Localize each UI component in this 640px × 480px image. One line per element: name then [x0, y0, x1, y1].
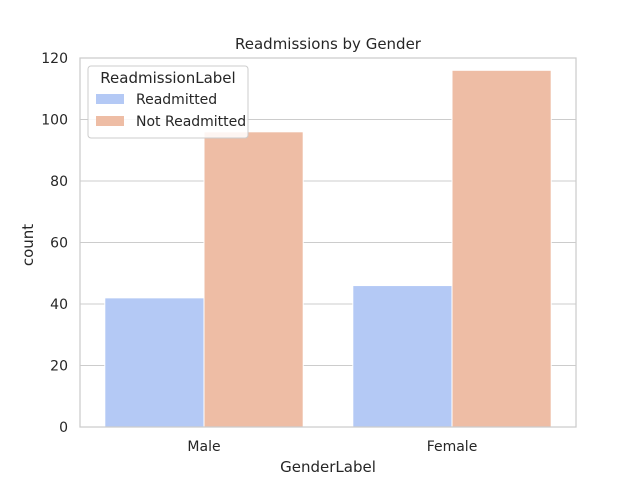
y-tick-labels: 0 20 40 60 80 100 120: [41, 51, 68, 436]
legend-entry: Not Readmitted: [136, 114, 246, 130]
legend: ReadmissionLabel Readmitted Not Readmitted: [87, 65, 249, 139]
plot-frame: [79, 57, 577, 428]
bar-not-readmitted-female: [451, 69, 552, 428]
legend-title: ReadmissionLabel: [100, 69, 235, 87]
legend-swatch: [96, 94, 124, 104]
x-tick-labels: Male Female: [187, 439, 477, 455]
bar-readmitted-female: [352, 285, 453, 428]
legend-entry: Readmitted: [136, 92, 217, 108]
legend-swatch: [96, 116, 124, 126]
y-tick-label: 60: [50, 236, 68, 252]
y-tick-label: 120: [41, 51, 68, 67]
y-tick-label: 40: [50, 297, 68, 313]
x-tick-label: Female: [427, 439, 478, 455]
y-axis-label: count: [19, 224, 37, 266]
y-tick-label: 80: [50, 174, 68, 190]
x-axis-label: GenderLabel: [280, 458, 376, 476]
chart-title: Readmissions by Gender: [235, 35, 422, 53]
x-tick-label: Male: [187, 439, 220, 455]
bar-readmitted-male: [104, 297, 205, 428]
bar-not-readmitted-male: [203, 131, 304, 428]
legend-box: [87, 65, 249, 139]
y-tick-label: 20: [50, 359, 68, 375]
y-tick-label: 100: [41, 113, 68, 129]
bars: [104, 69, 552, 428]
y-tick-label: 0: [59, 420, 68, 436]
